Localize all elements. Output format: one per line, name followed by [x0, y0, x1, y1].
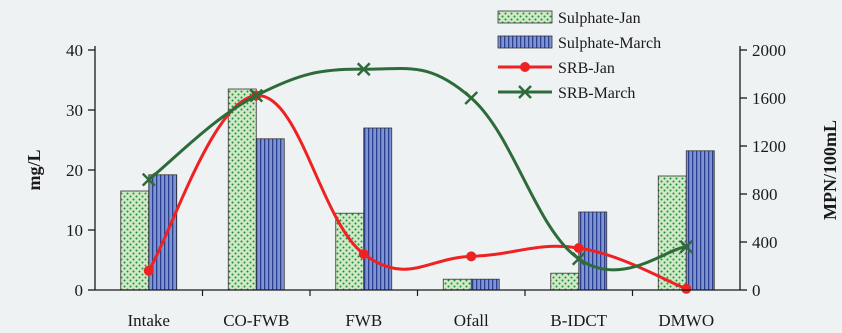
marker-srb-jan-ofall	[466, 251, 477, 262]
x-tick-label: DMWO	[658, 311, 714, 330]
bar-sulphate-jan-dmwo	[657, 175, 687, 291]
left-tick-label: 10	[66, 221, 83, 240]
marker-srb-jan-b-idct	[573, 243, 584, 253]
legend-item-srb-jan: SRB-Jan	[498, 60, 615, 77]
marker-srb-jan-fwb	[358, 249, 369, 259]
marker-srb-march-fwb	[356, 62, 371, 77]
x-tick-label: FWB	[345, 311, 382, 330]
legend-swatch	[497, 35, 553, 49]
x-tick-label: B-IDCT	[550, 311, 607, 330]
legend-label: SRB-March	[558, 85, 635, 102]
marker-srb-march-dmwo	[679, 239, 694, 254]
legend-swatch	[497, 10, 553, 24]
bar-sulphate-jan-co-fwb	[227, 88, 257, 291]
right-tick-label: 0	[752, 281, 761, 300]
line-srb-march	[147, 66, 687, 272]
marker-srb-march-ofall	[464, 91, 479, 105]
legend: Sulphate-Jan Sulphate-March SRB-Jan SRB-Mar…	[497, 10, 661, 102]
right-tick-label: 1200	[752, 137, 786, 156]
right-tick-label: 2000	[752, 41, 786, 60]
legend-label: Sulphate-March	[558, 35, 661, 52]
legend-marker	[520, 62, 530, 72]
legend-item-sulphate-jan: Sulphate-Jan	[497, 10, 641, 27]
legend-item-sulphate-march: Sulphate-March	[497, 35, 661, 52]
left-tick-label: 20	[66, 161, 83, 180]
right-tick-label: 800	[752, 185, 778, 204]
bar-sulphate-march-dmwo	[685, 150, 715, 291]
left-tick-label: 40	[66, 41, 83, 60]
marker-srb-march-intake	[141, 172, 156, 187]
legend-label: SRB-Jan	[558, 60, 615, 77]
lines-layer	[141, 62, 694, 294]
x-tick-label: Ofall	[454, 311, 489, 330]
marker-srb-march-co-fwb	[249, 88, 264, 103]
legend-label: Sulphate-Jan	[558, 10, 641, 27]
legend-item-srb-march: SRB-March	[498, 85, 635, 102]
marker-srb-jan-dmwo	[681, 283, 692, 294]
x-tick-label: Intake	[128, 311, 170, 330]
left-tick-label: 30	[66, 101, 83, 120]
bar-sulphate-jan-b-idct	[550, 272, 580, 291]
legend-marker	[518, 85, 532, 99]
x-tick-label: CO-FWB	[223, 311, 289, 330]
bar-sulphate-jan-ofall	[442, 278, 472, 291]
y-axis-title-left: mg/L	[24, 149, 44, 190]
bar-sulphate-march-ofall	[470, 278, 500, 291]
left-tick-label: 0	[75, 281, 84, 300]
marker-srb-march-b-idct	[571, 251, 586, 266]
bar-sulphate-jan-intake	[120, 190, 150, 291]
right-tick-label: 400	[752, 233, 778, 252]
right-tick-label: 1600	[752, 89, 786, 108]
y-axis-title-right: MPN/100mL	[820, 120, 840, 220]
marker-srb-jan-intake	[143, 265, 154, 276]
bar-sulphate-march-co-fwb	[255, 138, 285, 291]
